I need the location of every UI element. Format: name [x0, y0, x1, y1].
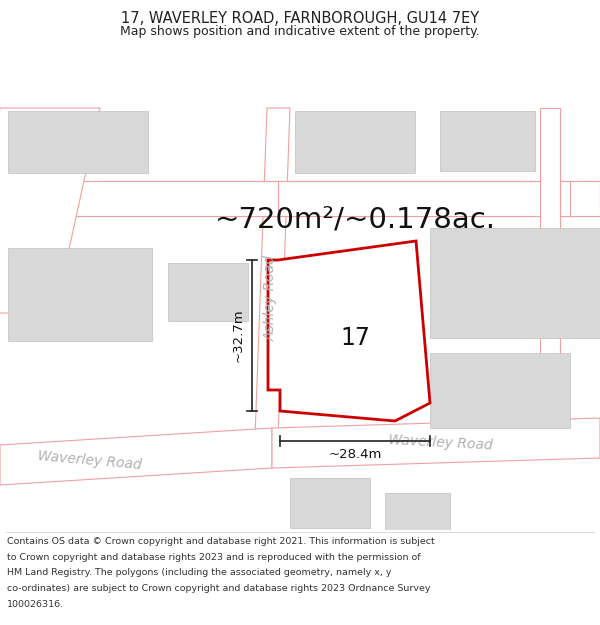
Text: 17, WAVERLEY ROAD, FARNBOROUGH, GU14 7EY: 17, WAVERLEY ROAD, FARNBOROUGH, GU14 7EY: [121, 11, 479, 26]
Polygon shape: [295, 111, 415, 173]
Polygon shape: [540, 108, 560, 423]
Text: Map shows position and indicative extent of the property.: Map shows position and indicative extent…: [120, 25, 480, 38]
Text: HM Land Registry. The polygons (including the associated geometry, namely x, y: HM Land Registry. The polygons (includin…: [7, 568, 392, 578]
Polygon shape: [8, 111, 148, 173]
Polygon shape: [298, 258, 395, 358]
Text: 17: 17: [340, 326, 370, 350]
Polygon shape: [168, 263, 248, 321]
Text: to Crown copyright and database rights 2023 and is reproduced with the permissio: to Crown copyright and database rights 2…: [7, 552, 421, 561]
Polygon shape: [268, 241, 430, 421]
Polygon shape: [385, 493, 450, 530]
Polygon shape: [430, 353, 570, 428]
Text: Contains OS data © Crown copyright and database right 2021. This information is : Contains OS data © Crown copyright and d…: [7, 537, 435, 546]
Text: Waverley Road: Waverley Road: [37, 449, 143, 472]
Polygon shape: [278, 181, 570, 216]
Text: 100026316.: 100026316.: [7, 600, 64, 609]
Text: Waverley Road: Waverley Road: [388, 433, 493, 452]
Polygon shape: [0, 108, 100, 313]
Polygon shape: [0, 428, 272, 485]
Polygon shape: [8, 248, 152, 341]
Polygon shape: [0, 181, 600, 216]
Text: co-ordinates) are subject to Crown copyright and database rights 2023 Ordnance S: co-ordinates) are subject to Crown copyr…: [7, 584, 431, 593]
Text: ~32.7m: ~32.7m: [232, 309, 245, 362]
Polygon shape: [440, 111, 535, 171]
Polygon shape: [272, 418, 600, 468]
Text: Ashley Road: Ashley Road: [264, 255, 278, 341]
Polygon shape: [290, 478, 370, 528]
Polygon shape: [255, 108, 290, 438]
Polygon shape: [430, 228, 600, 338]
Text: ~720m²/~0.178ac.: ~720m²/~0.178ac.: [215, 206, 496, 234]
Text: ~28.4m: ~28.4m: [328, 449, 382, 461]
